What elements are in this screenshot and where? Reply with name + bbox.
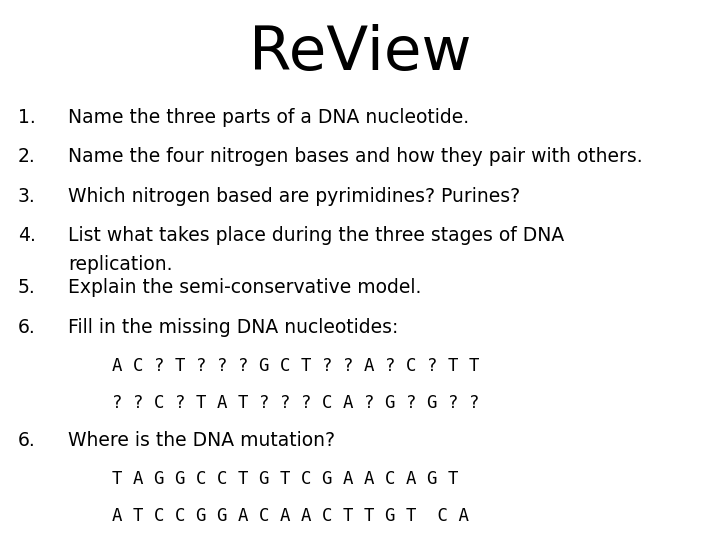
Text: 1.: 1.: [18, 108, 36, 127]
Text: Which nitrogen based are pyrimidines? Purines?: Which nitrogen based are pyrimidines? Pu…: [68, 187, 521, 206]
Text: Where is the DNA mutation?: Where is the DNA mutation?: [68, 430, 336, 450]
Text: 6.: 6.: [18, 430, 36, 450]
Text: 2.: 2.: [18, 147, 36, 166]
Text: Name the four nitrogen bases and how they pair with others.: Name the four nitrogen bases and how the…: [68, 147, 643, 166]
Text: ReView: ReView: [248, 24, 472, 83]
Text: replication.: replication.: [68, 255, 173, 274]
Text: Fill in the missing DNA nucleotides:: Fill in the missing DNA nucleotides:: [68, 318, 399, 337]
Text: Explain the semi-conservative model.: Explain the semi-conservative model.: [68, 278, 422, 298]
Text: 6.: 6.: [18, 318, 36, 337]
Text: ? ? C ? T A T ? ? ? C A ? G ? G ? ?: ? ? C ? T A T ? ? ? C A ? G ? G ? ?: [112, 394, 479, 412]
Text: 3.: 3.: [18, 187, 36, 206]
Text: Name the three parts of a DNA nucleotide.: Name the three parts of a DNA nucleotide…: [68, 108, 469, 127]
Text: List what takes place during the three stages of DNA: List what takes place during the three s…: [68, 226, 564, 245]
Text: 5.: 5.: [18, 278, 36, 298]
Text: 4.: 4.: [18, 226, 36, 245]
Text: T A G G C C T G T C G A A C A G T: T A G G C C T G T C G A A C A G T: [112, 470, 458, 488]
Text: A T C C G G A C A A C T T G T  C A: A T C C G G A C A A C T T G T C A: [112, 507, 469, 525]
Text: A C ? T ? ? ? G C T ? ? A ? C ? T T: A C ? T ? ? ? G C T ? ? A ? C ? T T: [112, 357, 479, 375]
